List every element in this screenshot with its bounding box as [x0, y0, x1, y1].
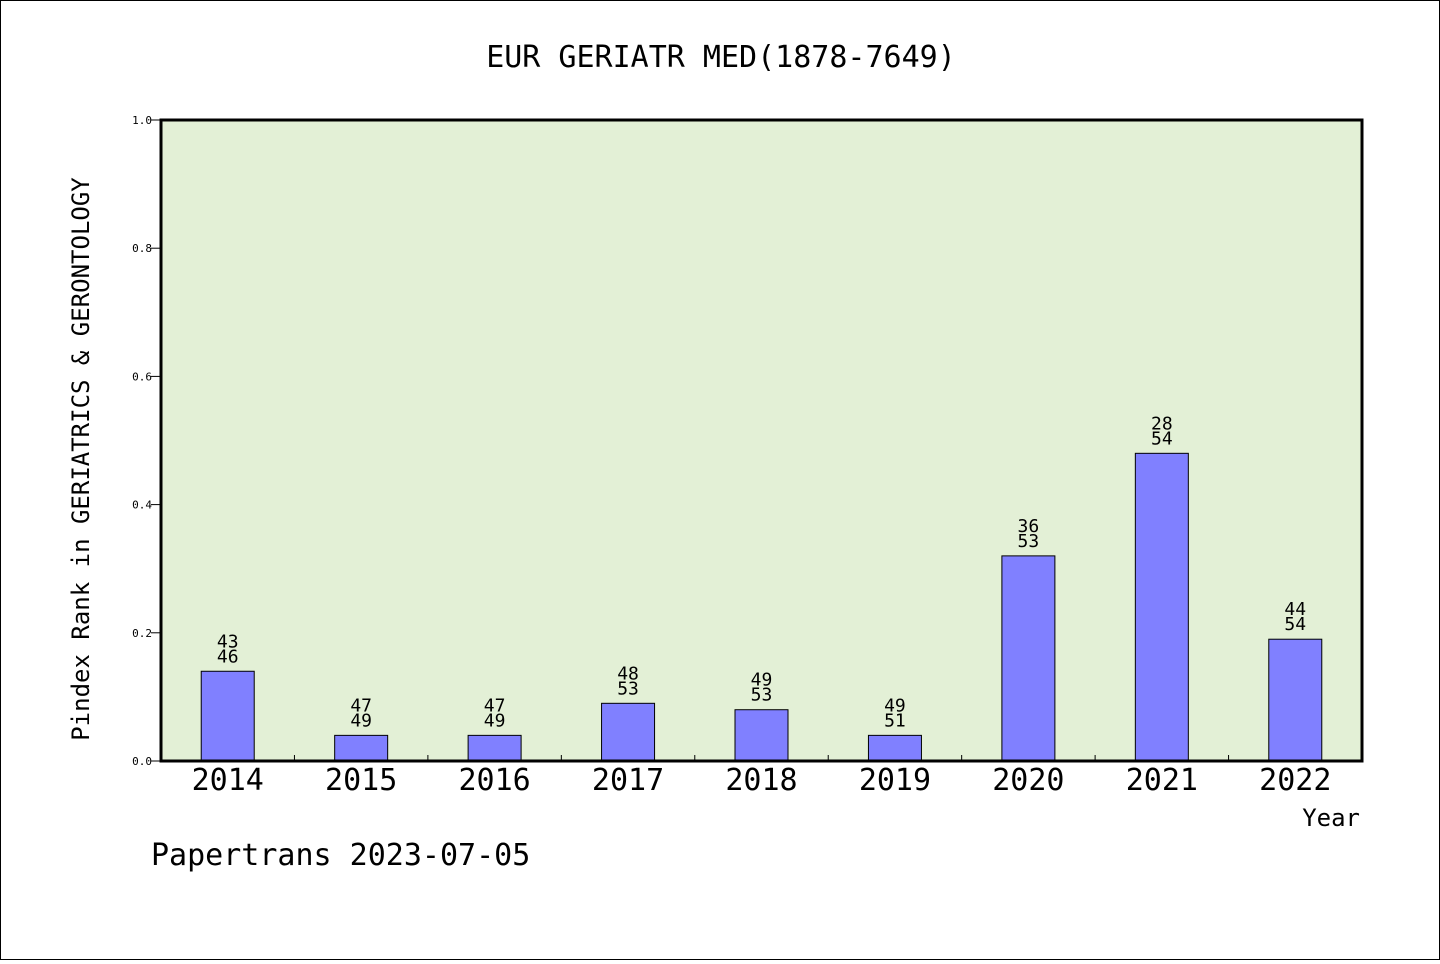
bar-2017 — [601, 702, 656, 762]
rank-label: 36 — [1018, 516, 1040, 537]
y-tick-label: 0.2 — [132, 627, 152, 640]
bar-2022 — [1268, 638, 1323, 762]
total-label: 53 — [751, 685, 773, 706]
bars — [200, 452, 1323, 762]
total-label: 53 — [1018, 531, 1040, 552]
footer-text: Papertrans 2023-07-05 — [151, 838, 530, 873]
chart-title: EUR GERIATR MED(1878-7649) — [486, 40, 956, 75]
total-label: 51 — [884, 710, 906, 731]
total-label: 53 — [617, 678, 639, 699]
bar-2014 — [200, 670, 255, 762]
y-tick-label: 0.6 — [132, 370, 152, 383]
x-tick-label: 2014 — [192, 763, 264, 798]
total-label: 46 — [217, 646, 239, 667]
x-tick-label: 2016 — [458, 763, 530, 798]
x-axis: 2014 2015 2016 2017 2018 2019 2020 2021 2022 — [192, 755, 1331, 798]
bar-2021 — [1134, 452, 1189, 762]
total-label: 49 — [484, 710, 506, 731]
bar-2015 — [334, 734, 389, 762]
bar-2019 — [867, 734, 922, 762]
total-label: 54 — [1284, 614, 1306, 635]
rank-label: 28 — [1151, 413, 1173, 434]
x-tick-label: 2017 — [592, 763, 664, 798]
x-tick-label: 2022 — [1259, 763, 1331, 798]
x-axis-label: Year — [1302, 804, 1360, 832]
y-tick-label: 0.8 — [132, 242, 152, 255]
x-tick-label: 2019 — [859, 763, 931, 798]
rank-label: 44 — [1284, 599, 1306, 620]
rank-label: 47 — [350, 695, 372, 716]
rank-label: 49 — [751, 670, 773, 691]
bar-2018 — [734, 709, 789, 762]
plot-border — [159, 118, 1364, 763]
y-axis: 0.0 0.2 0.4 0.6 0.8 1.0 — [132, 114, 161, 768]
rank-label: 49 — [884, 695, 906, 716]
y-tick-label: 1.0 — [132, 114, 152, 127]
x-tick-label: 2018 — [725, 763, 797, 798]
total-label: 49 — [350, 710, 372, 731]
bar-2016 — [467, 734, 522, 762]
x-tick-label: 2020 — [992, 763, 1064, 798]
y-axis-label: Pindex Rank in GERIATRICS & GERONTOLOGY — [67, 177, 95, 741]
rank-label: 43 — [217, 631, 239, 652]
bar-2020 — [1001, 555, 1056, 762]
rank-label: 48 — [617, 663, 639, 684]
y-tick-label: 0.4 — [132, 499, 152, 512]
y-tick-label: 0.0 — [132, 755, 152, 768]
rank-label: 47 — [484, 695, 506, 716]
x-tick-label: 2015 — [325, 763, 397, 798]
x-tick-label: 2021 — [1126, 763, 1198, 798]
total-label: 54 — [1151, 428, 1173, 449]
